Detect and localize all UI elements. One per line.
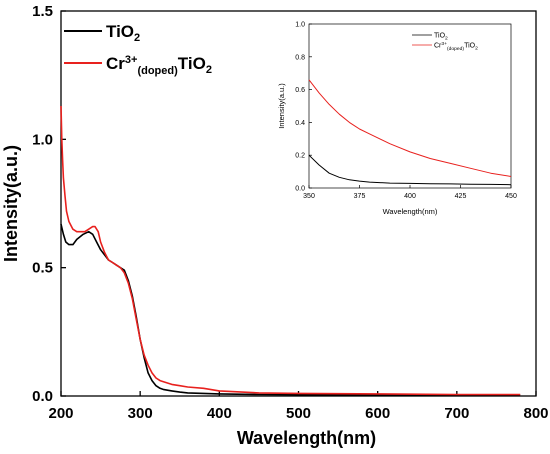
x-tick-label: 450	[505, 193, 517, 200]
x-axis-label: Wavelength(nm)	[383, 207, 438, 216]
x-tick-label: 400	[404, 193, 416, 200]
legend-label: TiO2	[434, 33, 448, 42]
plot-frame	[60, 10, 537, 397]
series-line-0	[60, 223, 521, 396]
y-tick-label: 0.6	[295, 87, 305, 94]
y-tick-label: 0.4	[295, 120, 305, 127]
plot-frame	[308, 23, 512, 189]
series-line-1	[60, 105, 521, 396]
y-tick-label: 1.0	[32, 131, 53, 148]
x-tick-label: 800	[523, 405, 548, 422]
x-tick-label: 350	[303, 193, 315, 200]
y-axis-label: Intensity(a.u.)	[277, 83, 286, 129]
legend-label: Cr3+(doped)TiO2	[106, 54, 212, 77]
y-tick-label: 0.0	[32, 388, 53, 405]
x-tick-label: 700	[444, 405, 469, 422]
series-line-0	[308, 154, 512, 186]
x-tick-label: 500	[286, 405, 311, 422]
y-tick-label: 1.5	[32, 3, 53, 20]
x-tick-label: 425	[455, 193, 467, 200]
series-line-1	[308, 79, 512, 177]
main-chart: 200 300 400 500 600 700 800 0.0 0.5 1.0 1.5 Wavelen…	[1, 3, 549, 448]
y-tick-label: 0.2	[295, 153, 305, 160]
x-tick-label: 400	[207, 405, 232, 422]
y-tick-label: 0.0	[295, 186, 305, 193]
y-tick-label: 0.8	[295, 54, 305, 61]
inset-chart: 350 375 400 425 450 0.0 0.2 0.4 0.6 0.8 1.0 Wavelen…	[277, 22, 517, 217]
y-tick-label: 0.5	[32, 260, 53, 277]
legend-label: Cr3+(doped)TiO2	[434, 41, 478, 52]
x-tick-label: 300	[128, 405, 153, 422]
x-tick-label: 375	[354, 193, 366, 200]
y-axis-label: Intensity(a.u.)	[1, 145, 21, 262]
x-axis-label: Wavelength(nm)	[237, 428, 376, 448]
legend-label: TiO2	[106, 22, 140, 44]
y-tick-label: 1.0	[295, 22, 305, 29]
x-tick-label: 600	[365, 405, 390, 422]
x-tick-label: 200	[48, 405, 73, 422]
